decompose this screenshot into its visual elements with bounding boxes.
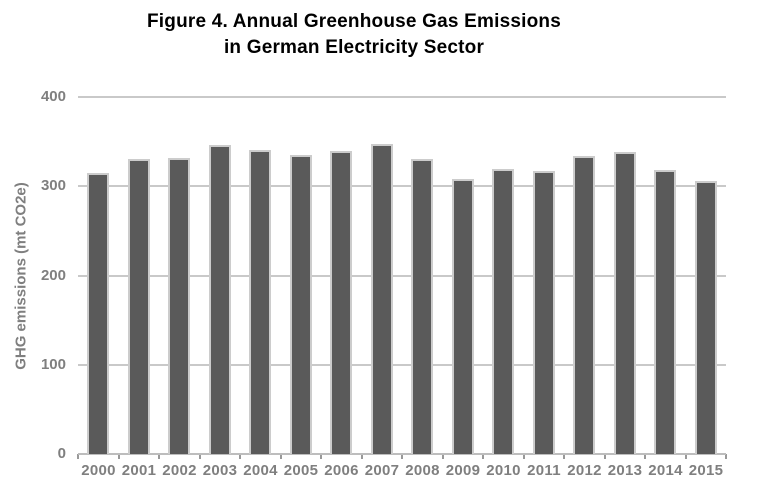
bar-2003 bbox=[208, 145, 231, 454]
bar-2010 bbox=[492, 169, 515, 454]
x-axis-tick bbox=[563, 454, 565, 459]
x-tick-label-2004: 2004 bbox=[243, 462, 278, 479]
x-axis-tick bbox=[482, 454, 484, 459]
gridline-400 bbox=[78, 96, 726, 98]
x-tick-label-2003: 2003 bbox=[202, 462, 238, 479]
x-tick-label-2001: 2001 bbox=[121, 462, 157, 479]
bar-2002 bbox=[168, 157, 191, 454]
x-axis-tick bbox=[198, 454, 201, 459]
x-axis-tick bbox=[725, 454, 727, 459]
x-axis-tick bbox=[117, 454, 120, 459]
x-axis-tick bbox=[279, 454, 282, 459]
bar-2012 bbox=[573, 155, 596, 454]
y-tick-label-100: 100 bbox=[40, 355, 66, 373]
x-tick-label-2008: 2008 bbox=[405, 462, 440, 479]
gridline-100 bbox=[78, 363, 726, 366]
x-axis-tick bbox=[77, 454, 79, 459]
x-tick-label-2006: 2006 bbox=[324, 462, 359, 479]
bar-2014 bbox=[654, 170, 677, 454]
x-axis-tick bbox=[360, 454, 363, 459]
x-axis-tick bbox=[401, 454, 403, 459]
x-tick-label-2005: 2005 bbox=[283, 462, 319, 479]
y-tick-label-300: 300 bbox=[40, 177, 66, 195]
x-axis-tick bbox=[320, 454, 322, 459]
x-axis-tick bbox=[239, 454, 241, 459]
y-tick-label-200: 200 bbox=[40, 266, 66, 284]
x-axis-tick bbox=[603, 454, 606, 459]
gridline-300 bbox=[78, 185, 726, 188]
bar-2001 bbox=[127, 158, 150, 454]
x-axis-tick bbox=[684, 454, 687, 459]
x-tick-label-2013: 2013 bbox=[607, 462, 643, 479]
bar-2004 bbox=[249, 149, 272, 454]
x-tick-label-2007: 2007 bbox=[364, 462, 400, 479]
bar-2009 bbox=[451, 179, 474, 454]
x-axis-tick bbox=[158, 454, 160, 459]
bar-2006 bbox=[330, 151, 353, 454]
bar-2013 bbox=[613, 152, 636, 454]
x-tick-label-2014: 2014 bbox=[648, 462, 683, 479]
bar-2005 bbox=[289, 155, 312, 454]
chart-title: Figure 4. Annual Greenhouse Gas Emission… bbox=[0, 9, 708, 61]
x-axis-tick bbox=[441, 454, 444, 459]
gridline-200 bbox=[78, 274, 726, 277]
bar-2000 bbox=[87, 172, 110, 454]
bar-2015 bbox=[694, 180, 717, 454]
x-tick-label-2012: 2012 bbox=[567, 462, 602, 479]
x-tick-label-2011: 2011 bbox=[527, 462, 561, 479]
x-tick-label-2000: 2000 bbox=[81, 462, 116, 479]
x-tick-label-2002: 2002 bbox=[162, 462, 197, 479]
x-axis-line bbox=[78, 453, 726, 455]
x-axis-tick bbox=[644, 454, 646, 459]
x-tick-label-2015: 2015 bbox=[688, 462, 724, 479]
bar-2007 bbox=[370, 144, 393, 454]
chart-title-line-2: in German Electricity Sector bbox=[223, 37, 485, 58]
x-axis-tick bbox=[522, 454, 525, 459]
y-tick-label-400: 400 bbox=[40, 88, 66, 105]
x-tick-label-2009: 2009 bbox=[445, 462, 481, 479]
x-tick-label-2010: 2010 bbox=[486, 462, 521, 479]
bar-2008 bbox=[411, 159, 434, 454]
y-tick-label-0: 0 bbox=[57, 445, 66, 462]
chart-title-line-1: Figure 4. Annual Greenhouse Gas Emission… bbox=[147, 11, 561, 32]
plot-area bbox=[78, 96, 726, 455]
bar-2011 bbox=[532, 171, 555, 454]
